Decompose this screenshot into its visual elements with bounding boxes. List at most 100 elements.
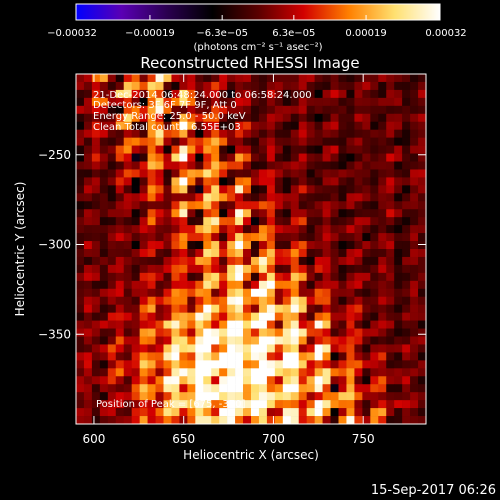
heatmap-cell [322, 121, 331, 130]
heatmap-cell [322, 360, 331, 369]
heatmap-cell [402, 400, 411, 409]
heatmap-cell [314, 74, 323, 83]
heatmap-cell [306, 408, 315, 417]
heatmap-cell [282, 169, 292, 178]
heatmap-cell [227, 241, 236, 250]
heatmap-cell [251, 113, 260, 123]
heatmap-cell [195, 201, 204, 210]
heatmap-cell [251, 249, 260, 258]
heatmap-cell [362, 145, 371, 154]
heatmap-cell [235, 193, 244, 202]
heatmap-cell [306, 105, 315, 115]
heatmap-cell [346, 129, 355, 138]
heatmap-cell [76, 97, 85, 107]
heatmap-cell [394, 392, 403, 401]
heatmap-cell [370, 400, 379, 409]
heatmap-cell [266, 193, 276, 202]
heatmap-cell [354, 296, 363, 305]
heatmap-cell [179, 328, 188, 337]
heatmap-cell [266, 137, 276, 146]
colorbar-ticks: −0.00032 −0.00019 −6.3e−05 6.3e−05 0.00019 0.… [47, 15, 467, 39]
heatmap-cell [282, 344, 292, 353]
heatmap-cell [131, 145, 140, 154]
heatmap-cell [330, 113, 339, 123]
heatmap-cell [219, 249, 228, 258]
heatmap-cell [147, 249, 156, 258]
heatmap-cell [362, 105, 371, 115]
heatmap-cell [139, 296, 148, 305]
heatmap-cell [402, 81, 411, 91]
heatmap-cell [139, 185, 148, 194]
heatmap-cell [282, 241, 292, 250]
heatmap-cell [187, 153, 196, 162]
heatmap-cell [298, 320, 307, 329]
heatmap-cell [163, 336, 172, 345]
heatmap-cell [219, 74, 228, 83]
heatmap-cell [274, 264, 284, 274]
heatmap-cell [362, 201, 371, 210]
heatmap-cell [394, 376, 403, 385]
heatmap-cell [235, 241, 244, 250]
heatmap-cell [346, 209, 355, 218]
heatmap-cell [410, 416, 419, 424]
heatmap-cell [418, 193, 426, 202]
heatmap-cell [187, 336, 196, 345]
heatmap-cell [330, 137, 339, 146]
heatmap-cell [219, 233, 228, 242]
heatmap-cell [147, 360, 156, 369]
heatmap-cell [187, 352, 196, 361]
heatmap-cell [266, 233, 276, 242]
heatmap-cell [258, 74, 268, 83]
heatmap-cell [243, 256, 252, 266]
heatmap-cell [354, 328, 363, 337]
heatmap-cell [251, 336, 260, 345]
heatmap-cell [314, 217, 323, 226]
heatmap-cell [306, 336, 315, 345]
heatmap-cell [76, 368, 85, 377]
heatmap-cell [91, 264, 101, 274]
heatmap-cell [123, 217, 132, 226]
heatmap-cell [107, 296, 117, 305]
heatmap-cell [418, 264, 426, 274]
heatmap-cell [251, 225, 260, 234]
heatmap-cell [282, 376, 292, 385]
heatmap-cell [107, 376, 117, 385]
heatmap-cell [266, 121, 276, 130]
heatmap-cell [83, 145, 93, 154]
heatmap-cell [266, 360, 276, 369]
heatmap-cell [354, 89, 363, 99]
heatmap-cell [219, 209, 228, 218]
heatmap-cell [290, 368, 300, 377]
heatmap-cell [243, 360, 252, 369]
heatmap-cell [338, 384, 347, 393]
heatmap-cell [370, 81, 379, 91]
heatmap-cell [243, 113, 252, 123]
heatmap-cell [163, 193, 172, 202]
heatmap-cell [179, 344, 188, 353]
heatmap-cell [290, 81, 300, 91]
heatmap-cell [330, 352, 339, 361]
heatmap-cell [99, 264, 109, 274]
heatmap-cell [107, 344, 117, 353]
heatmap-cell [211, 328, 220, 337]
heatmap-cell [195, 416, 204, 424]
heatmap-cell [163, 225, 172, 234]
heatmap-cell [378, 209, 387, 218]
heatmap-cell [211, 137, 220, 146]
heatmap-cell [354, 304, 363, 313]
heatmap-cell [115, 288, 125, 298]
heatmap-cell [115, 145, 125, 154]
heatmap-cell [83, 376, 93, 385]
heatmap-cell [155, 272, 164, 282]
heatmap-cell [179, 280, 188, 290]
heatmap-cell [402, 225, 411, 234]
heatmap-cell [378, 352, 387, 361]
heatmap-cell [187, 113, 196, 123]
heatmap-cell [227, 408, 236, 417]
heatmap-cell [83, 256, 93, 266]
heatmap-cell [378, 225, 387, 234]
heatmap-cell [346, 153, 355, 162]
heatmap-cell [394, 280, 403, 290]
heatmap-cell [203, 392, 212, 401]
heatmap-cell [115, 312, 125, 321]
